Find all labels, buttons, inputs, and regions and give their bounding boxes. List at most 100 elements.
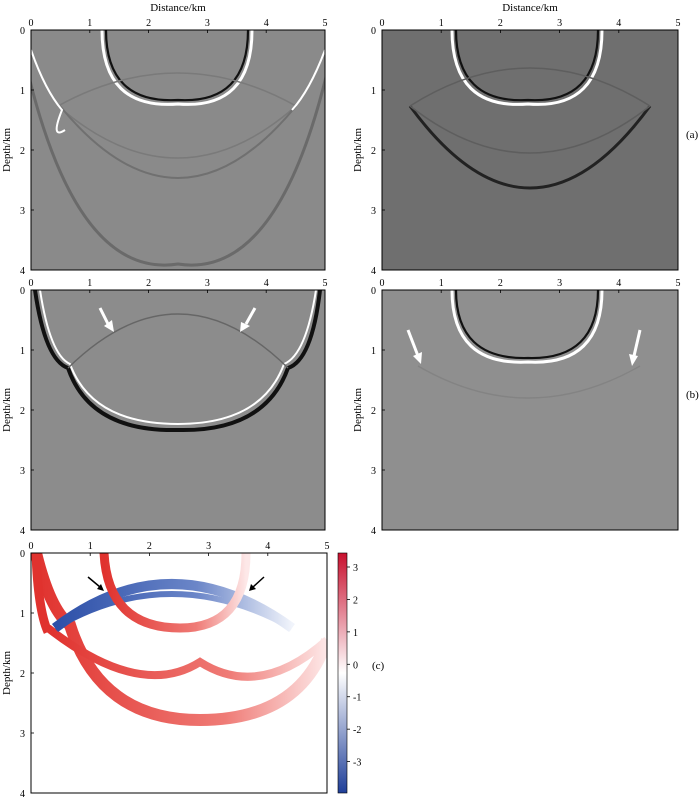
x-tick-label: 2: [146, 278, 151, 289]
ylabel-a-left: Depth/km: [1, 128, 13, 172]
wavefront-deep-arc: [59, 105, 297, 179]
panel-background: [31, 290, 325, 530]
y-tick-label: 4: [371, 266, 376, 277]
ylabel-b-right: Depth/km: [352, 388, 364, 432]
wavefront-lower-arc: [409, 105, 651, 154]
wavefront-upper-blue-arc: [51, 579, 295, 633]
x-tick-label: 0: [29, 18, 34, 29]
y-tick-label: 4: [20, 789, 25, 800]
y-tick-label: 1: [20, 609, 25, 620]
wavefronts: [408, 30, 652, 190]
y-tick-label: 3: [20, 466, 25, 477]
panel-a-left: [30, 29, 326, 271]
x-tick-label: 5: [676, 18, 681, 29]
x-tick-label: 4: [265, 541, 270, 552]
panel-label-b: (b): [686, 389, 699, 401]
arrow-left: [87, 576, 101, 588]
x-tick-label: 4: [616, 18, 621, 29]
y-tick-label: 4: [371, 526, 376, 537]
y-tick-label: 1: [20, 346, 25, 357]
y-tick-label: 2: [20, 146, 25, 157]
arrow-left-head: [104, 320, 114, 332]
wavefront-upper-arc: [57, 72, 297, 107]
ylabel-b-left: Depth/km: [1, 388, 13, 432]
x-tick-label: 5: [323, 278, 328, 289]
arrow-right-head: [629, 354, 638, 366]
x-tick-label: 1: [88, 541, 93, 552]
colorbar-tick-label: -3: [353, 758, 361, 769]
panel-b-left: [30, 289, 326, 531]
arrow-right-head: [249, 584, 256, 591]
y-tick-label: 0: [20, 549, 25, 560]
panel-b-right: [381, 289, 679, 531]
colorbar-tick-label: 0: [353, 660, 358, 671]
y-tick-label: 0: [20, 26, 25, 37]
y-tick-label: 1: [371, 86, 376, 97]
x-tick-label: 2: [147, 541, 152, 552]
y-tick-label: 0: [20, 286, 25, 297]
x-tick-label: 4: [264, 18, 269, 29]
panel-background: [382, 290, 678, 530]
panel-background: [382, 30, 678, 270]
arrow-left: [406, 329, 420, 357]
x-tick-label: 0: [380, 18, 385, 29]
y-tick-label: 3: [371, 466, 376, 477]
x-tick-label: 2: [146, 18, 151, 29]
top-xlabel-right: Distance/km: [502, 2, 558, 14]
y-tick-label: 1: [371, 346, 376, 357]
panel-label-c: (c): [372, 660, 385, 672]
wavefronts: [31, 553, 327, 727]
arrow-right-head: [240, 322, 250, 332]
ylabel-a-right: Depth/km: [352, 128, 364, 172]
panel-c-left: [30, 552, 328, 794]
wavefronts: [33, 290, 322, 433]
y-tick-label: 3: [20, 729, 25, 740]
panel-background: [31, 30, 325, 270]
wavefront-side-left: [31, 49, 66, 134]
ylabel-c-left: Depth/km: [1, 651, 13, 695]
wavefront-outer-white: [39, 290, 317, 426]
x-tick-label: 0: [29, 278, 34, 289]
wavefront-bowl: [99, 553, 251, 633]
wavefront-side-left: [31, 553, 53, 634]
wavefront-bowl-dark: [104, 30, 250, 102]
y-tick-label: 0: [371, 286, 376, 297]
wavefront-middle-arc: [45, 624, 327, 681]
wavefront-bowl: [450, 290, 604, 364]
colorbar: [337, 552, 348, 794]
x-tick-label: 1: [439, 18, 444, 29]
wavefront-bowl: [100, 30, 254, 106]
arrow-right: [632, 329, 642, 357]
wavefront-deep-arc: [31, 553, 327, 727]
wavefront-bowl-dark: [454, 290, 600, 360]
top-xlabel-left: Distance/km: [150, 2, 206, 14]
x-tick-label: 5: [676, 278, 681, 289]
wavefront-bowl: [450, 30, 604, 106]
panel-a-right: [381, 29, 679, 271]
colorbar-tick-label: 2: [353, 595, 358, 606]
x-tick-label: 0: [380, 278, 385, 289]
x-tick-label: 1: [439, 278, 444, 289]
colorbar-tick-label: 3: [353, 563, 358, 574]
x-tick-label: 2: [498, 278, 503, 289]
colorbar-tick-label: -1: [353, 693, 361, 704]
x-tick-label: 3: [205, 18, 210, 29]
y-tick-label: 2: [371, 146, 376, 157]
x-tick-label: 4: [616, 278, 621, 289]
wavefront-lower-arc: [57, 105, 297, 159]
x-tick-label: 3: [557, 18, 562, 29]
wavefront-deep-arc: [408, 105, 652, 190]
wavefront-deep-arc: [417, 365, 641, 399]
panel-label-a: (a): [686, 129, 699, 141]
x-tick-label: 3: [557, 278, 562, 289]
wavefront-lower-blue-arc: [53, 591, 294, 631]
x-tick-label: 1: [87, 278, 92, 289]
wavefronts: [31, 30, 325, 267]
x-tick-label: 3: [205, 278, 210, 289]
y-tick-label: 2: [20, 669, 25, 680]
arrow-left-head: [97, 584, 104, 591]
y-tick-label: 3: [20, 206, 25, 217]
colorbar-tick-label: -2: [353, 725, 361, 736]
